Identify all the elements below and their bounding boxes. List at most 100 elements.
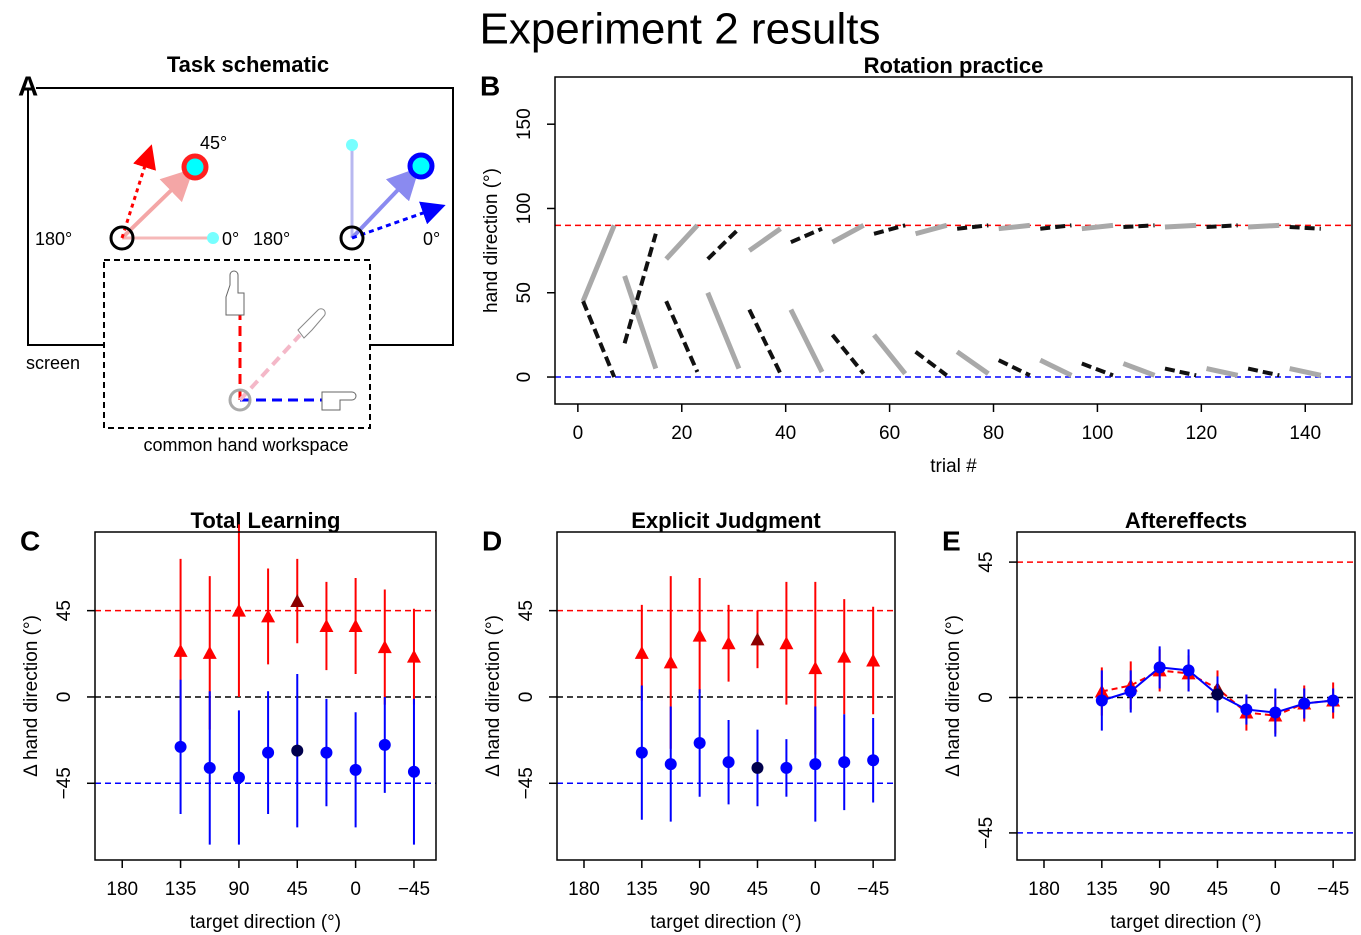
point <box>319 618 334 632</box>
point <box>1211 688 1224 701</box>
panel-letter: D <box>482 525 502 556</box>
plot-frame <box>1016 531 1356 861</box>
figure-title: Experiment 2 results <box>479 5 880 54</box>
x-tick-label: 140 <box>1289 423 1321 444</box>
point <box>378 738 391 751</box>
cursor-arrow <box>120 168 194 240</box>
point <box>808 661 823 675</box>
x-tick-label: 0 <box>810 879 821 900</box>
point <box>261 609 276 623</box>
panel-letter: E <box>942 525 961 556</box>
point <box>721 636 736 650</box>
y-tick-label: 45 <box>976 552 997 573</box>
point <box>290 594 305 608</box>
point <box>634 645 649 659</box>
y-tick-label: −45 <box>516 767 537 799</box>
x-tick-label: 0 <box>1270 879 1281 900</box>
hand-icon <box>321 391 357 411</box>
x-tick-label: 0 <box>350 879 361 900</box>
angle-label: 0° <box>423 229 440 249</box>
panel-title: Explicit Judgment <box>631 508 821 533</box>
start <box>228 388 252 412</box>
x-tick-label: 80 <box>983 423 1004 444</box>
x-tick-label: −45 <box>857 879 889 900</box>
y-tick-label: 0 <box>514 372 535 383</box>
point <box>1153 661 1166 674</box>
point <box>866 653 881 667</box>
hand-path <box>238 333 302 402</box>
x-tick-label: 180 <box>106 879 138 900</box>
point <box>1327 694 1340 707</box>
point <box>693 736 706 749</box>
hand-icon <box>297 308 326 339</box>
y-tick-label: −45 <box>54 767 75 799</box>
point <box>291 744 304 757</box>
x-tick-label: 100 <box>1082 423 1114 444</box>
point <box>1298 697 1311 710</box>
y-axis-label: Δ hand direction (°) <box>943 615 964 777</box>
point <box>377 640 392 654</box>
target <box>407 152 435 180</box>
point <box>1269 706 1282 719</box>
y-tick-label: 0 <box>976 692 997 703</box>
start <box>109 225 135 251</box>
y-tick-label: 0 <box>54 692 75 703</box>
schematic: A Task schematic 45° 180° 0° 180° 0° scr… <box>18 52 454 455</box>
target <box>207 232 219 244</box>
screen-frame <box>27 87 454 346</box>
y-tick-label: 0 <box>516 692 537 703</box>
x-tick-label: 40 <box>775 423 796 444</box>
hand-icon <box>225 270 245 316</box>
point <box>838 756 851 769</box>
point <box>692 628 707 642</box>
angle-label: 180° <box>35 229 72 249</box>
point <box>262 746 275 759</box>
point <box>867 754 880 767</box>
x-tick-label: 60 <box>879 423 900 444</box>
x-tick-label: 45 <box>747 879 768 900</box>
point <box>174 740 187 753</box>
x-tick-label: 90 <box>228 879 249 900</box>
y-tick-label: 45 <box>516 600 537 621</box>
point <box>1124 685 1137 698</box>
screen-label: screen <box>26 353 80 373</box>
point <box>750 632 765 646</box>
panel-letter: C <box>20 525 40 556</box>
angle-label: 0° <box>222 229 239 249</box>
point <box>837 649 852 663</box>
panel-title: Rotation practice <box>864 53 1044 78</box>
point <box>751 761 764 774</box>
point <box>232 771 245 784</box>
x-tick-label: 0 <box>573 423 584 444</box>
point <box>664 758 677 771</box>
plot-frame <box>554 76 1353 405</box>
angle-label: 45° <box>200 133 227 153</box>
cursor-arrow <box>350 167 420 240</box>
point <box>203 761 216 774</box>
x-tick-label: 180 <box>1028 879 1060 900</box>
x-tick-label: 45 <box>1207 879 1228 900</box>
point <box>1240 703 1253 716</box>
x-tick-label: 135 <box>165 879 197 900</box>
point <box>406 649 421 663</box>
point <box>722 756 735 769</box>
point <box>407 765 420 778</box>
start <box>339 225 365 251</box>
point <box>780 761 793 774</box>
x-tick-label: 45 <box>287 879 308 900</box>
series-line <box>581 223 1321 378</box>
point <box>231 603 246 617</box>
point <box>809 758 822 771</box>
point <box>663 655 678 669</box>
x-tick-label: 135 <box>626 879 658 900</box>
panel-letter: A <box>18 70 38 101</box>
x-tick-label: 90 <box>1149 879 1170 900</box>
point <box>1182 664 1195 677</box>
panel-title: Total Learning <box>191 508 341 533</box>
point <box>202 645 217 659</box>
series-line <box>580 222 1322 378</box>
point <box>349 763 362 776</box>
y-tick-label: 45 <box>54 600 75 621</box>
y-axis-label: hand direction (°) <box>481 168 502 313</box>
panel-title: Aftereffects <box>1125 508 1247 533</box>
